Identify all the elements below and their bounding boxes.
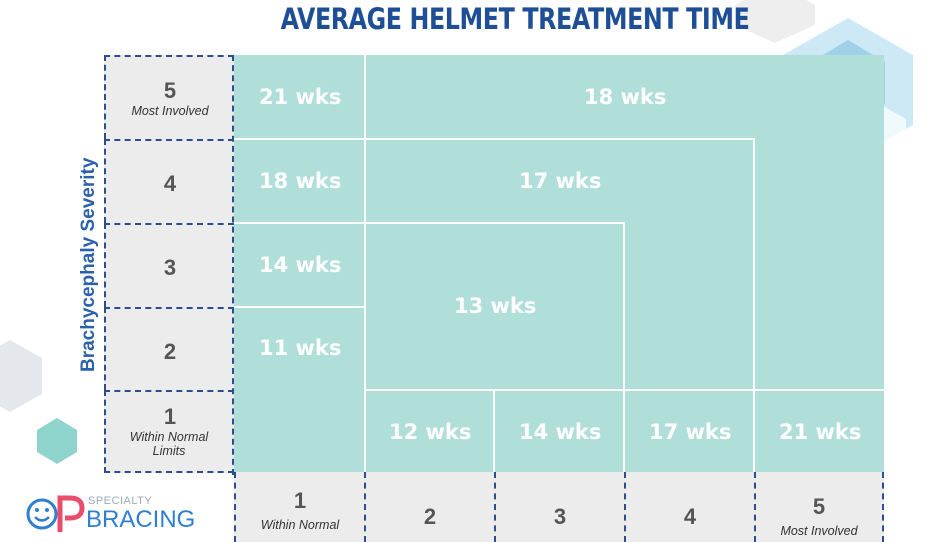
col-note: Most Involved (780, 524, 858, 538)
y-axis-label: Brachycephaly Severity (78, 157, 99, 372)
col-level: 3 (553, 504, 567, 529)
row-header-5: 5 Most Involved (104, 55, 234, 139)
grid-area (234, 55, 884, 472)
row-level: 5 (163, 78, 177, 103)
col-level: 5 (812, 494, 826, 519)
row-note: Most Involved (131, 104, 209, 118)
row-header-3: 3 (104, 223, 234, 307)
row-header-4: 4 (104, 139, 234, 223)
logo-small-text: SPECIALTY (88, 495, 153, 507)
logo-p-icon (57, 495, 85, 532)
row-header-border (232, 55, 234, 475)
row-level: 3 (163, 255, 177, 280)
col-level: 1 (293, 488, 307, 513)
grid-line (753, 138, 755, 472)
cell-label: 14 wks (519, 420, 602, 444)
logo-big-text: BRACING (86, 506, 196, 533)
grid-line (493, 389, 495, 472)
col-header-1: 1 Within Normal (234, 472, 364, 542)
grid-line (364, 55, 366, 472)
row-header-2: 2 (104, 307, 234, 390)
row-level: 1 (163, 404, 177, 429)
row-note: Within Normal Limits (129, 430, 209, 458)
row-level: 4 (163, 171, 177, 196)
cell-label: 14 wks (259, 253, 342, 277)
grid-line (623, 222, 625, 472)
row-level: 2 (163, 339, 177, 364)
smiley-logo-icon (26, 498, 58, 530)
col-header-3: 3 (494, 472, 624, 542)
chart-title: AVERAGE HELMET TREATMENT TIME (280, 2, 750, 36)
grid-line (234, 138, 754, 140)
cell-label: 21 wks (259, 85, 342, 109)
col-level: 2 (423, 504, 437, 529)
grid-line (234, 222, 624, 224)
col-note: Within Normal (260, 518, 340, 532)
cell-label: 18 wks (584, 85, 667, 109)
cell-label: 11 wks (259, 336, 342, 360)
logo: SPECIALTY BRACING (26, 492, 216, 533)
col-header-4: 4 (624, 472, 754, 542)
cell-label: 17 wks (519, 169, 602, 193)
col-level: 4 (683, 504, 697, 529)
row-header-1: 1 Within Normal Limits (104, 390, 234, 473)
cell-label: 18 wks (259, 169, 342, 193)
cell-label: 13 wks (454, 294, 537, 318)
cell-label: 17 wks (649, 420, 732, 444)
cell-label: 21 wks (779, 420, 862, 444)
col-header-2: 2 (364, 472, 494, 542)
cell-label: 12 wks (389, 420, 472, 444)
grid-line (234, 306, 364, 308)
